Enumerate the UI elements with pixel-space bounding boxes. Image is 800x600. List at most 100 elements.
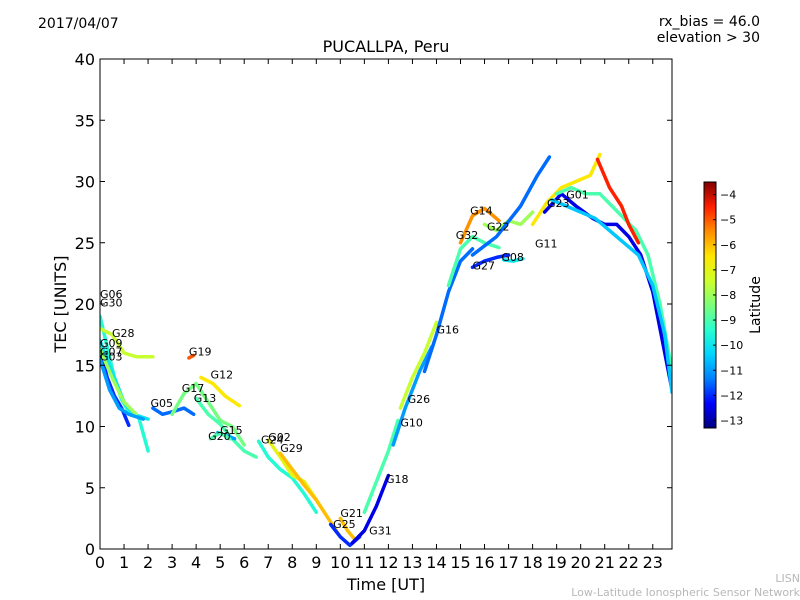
satellite-label: G24	[261, 434, 284, 447]
series-line-g23	[530, 152, 602, 227]
y-tick-label: 35	[75, 111, 95, 130]
y-tick-label: 20	[75, 295, 95, 314]
satellite-label: G05	[150, 397, 173, 410]
chart-title: PUCALLPA, Peru	[323, 37, 450, 56]
date-label: 2017/04/07	[38, 16, 119, 32]
satellite-label: G07	[100, 345, 123, 358]
series-line-g16	[422, 247, 475, 374]
series-line-g13	[194, 396, 258, 459]
x-tick-label: 2	[143, 553, 153, 572]
credit-org: LISN	[775, 572, 800, 585]
series-line-g12	[199, 375, 242, 408]
series-line-g19	[187, 353, 196, 360]
series-line-track	[595, 157, 641, 245]
satellite-label: G02	[268, 431, 291, 444]
bias-info: rx_bias = 46.0 elevation > 30	[657, 14, 760, 46]
satellite-label: G03	[100, 350, 123, 363]
elevation-label: elevation > 30	[656, 30, 760, 46]
x-tick-label: 19	[546, 553, 566, 572]
satellite-label: G20	[208, 430, 231, 443]
colorbar	[703, 181, 717, 429]
series-line-g28	[100, 326, 155, 359]
x-tick-label: 22	[619, 553, 639, 572]
x-tick-label: 7	[263, 553, 273, 572]
series-line-g01	[542, 192, 672, 392]
y-tick-label: 5	[85, 479, 95, 498]
satellite-label: G28	[112, 327, 135, 340]
credit: LISN Low-Latitude Ionospheric Sensor Net…	[571, 572, 800, 600]
x-tick-label: 4	[191, 553, 201, 572]
satellite-label: G21	[340, 507, 363, 520]
colorbar-tick-label: −10	[720, 339, 743, 352]
colorbar-tick-label: −4	[720, 189, 736, 202]
satellite-label: G16	[436, 323, 459, 336]
series-line-g18	[362, 418, 400, 515]
chart-marks: 0 1 2 3 4 5 6 7 8 9 10 11 12 13 14 15 16 17 18 19 20 21 22 2305…	[51, 37, 764, 594]
series-line-g14	[458, 206, 501, 245]
colorbar-tick-label: −6	[720, 239, 736, 252]
satellite-label: G26	[408, 393, 431, 406]
series-line-g31	[350, 473, 391, 545]
credit-org-full: Low-Latitude Ionospheric Sensor Network	[571, 586, 800, 599]
x-tick-label: 16	[474, 553, 494, 572]
series-line-g17	[170, 381, 246, 447]
satellite-label: G06	[100, 288, 123, 301]
satellite-label: G30	[100, 296, 123, 309]
colorbar-tick-label: −7	[720, 264, 736, 277]
satellite-label: G19	[189, 345, 212, 358]
satellite-label: G08	[501, 251, 524, 264]
x-tick-label: 8	[287, 553, 297, 572]
satellite-label: G22	[487, 221, 510, 234]
colorbar-tick-label: −11	[720, 364, 743, 377]
colorbar-tick-label: −5	[720, 214, 736, 227]
series-line-g32	[446, 234, 501, 288]
x-tick-label: 1	[119, 553, 129, 572]
colorbar-tick-label: −13	[720, 414, 743, 427]
x-tick-label: 20	[570, 553, 590, 572]
series-line-g29	[278, 451, 343, 539]
colorbar-label: Latitude	[748, 276, 764, 334]
x-tick-label: 23	[643, 553, 663, 572]
colorbar-tick-label: −8	[720, 289, 736, 302]
x-tick-label: 5	[215, 553, 225, 572]
satellite-label: G13	[194, 392, 217, 405]
series-line-g10	[391, 345, 434, 447]
series-line-track	[550, 198, 672, 394]
satellite-label: G29	[280, 442, 303, 455]
x-tick-label: 0	[95, 553, 105, 572]
series-line-g08	[502, 256, 525, 263]
satellite-label: G17	[182, 382, 205, 395]
x-axis-label: Time [UT]	[346, 575, 425, 594]
x-tick-label: 18	[522, 553, 542, 572]
x-tick-label: 6	[239, 553, 249, 572]
satellite-label: G11	[535, 238, 558, 251]
satellite-label: G12	[211, 369, 234, 382]
series-line-g20	[208, 430, 232, 441]
y-tick-label: 15	[75, 356, 95, 375]
colorbar-tick-label: −12	[720, 389, 743, 402]
series-line-g27	[470, 253, 511, 270]
y-tick-label: 0	[85, 540, 95, 559]
x-tick-label: 12	[378, 553, 398, 572]
satellite-label: G25	[333, 518, 356, 531]
x-tick-label: 9	[311, 553, 321, 572]
satellite-label: G23	[547, 197, 570, 210]
x-tick-label: 14	[426, 553, 446, 572]
series-line-g03	[100, 357, 146, 421]
series-line-g21	[338, 516, 357, 541]
series-line-g26	[398, 320, 439, 410]
satellite-label: G31	[369, 524, 392, 537]
satellite-label: G15	[220, 424, 243, 437]
series-line-g07	[100, 347, 138, 417]
series-group	[100, 152, 672, 548]
y-tick-label: 40	[75, 50, 95, 69]
satellite-label: G10	[400, 417, 423, 430]
x-tick-label: 13	[402, 553, 422, 572]
y-tick-label: 30	[75, 173, 95, 192]
x-tick-label: 11	[354, 553, 374, 572]
satellite-label: G14	[470, 205, 493, 218]
x-tick-label: 3	[167, 553, 177, 572]
satellite-label: G27	[473, 260, 496, 273]
y-axis-label: TEC [UNITS]	[51, 256, 70, 354]
series-line-track	[554, 185, 672, 374]
